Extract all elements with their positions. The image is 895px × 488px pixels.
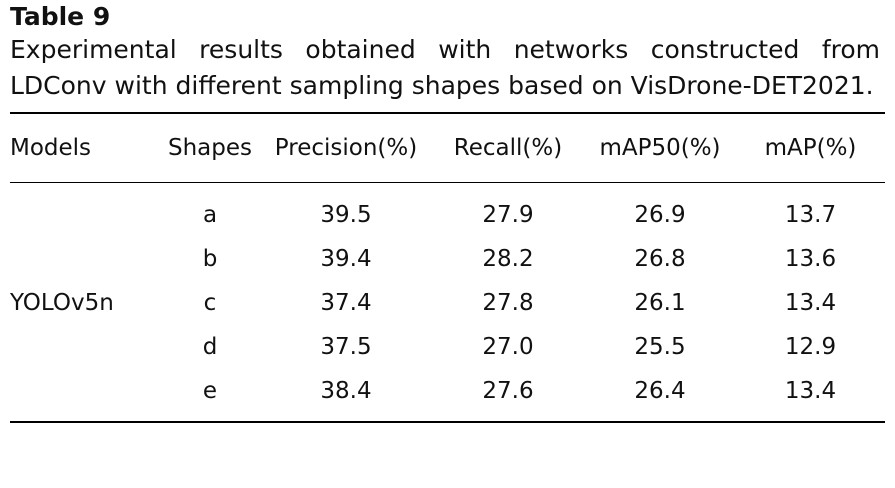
- table-row: e 38.4 27.6 26.4 13.4: [10, 369, 885, 421]
- precision-cell: 37.4: [320, 290, 372, 316]
- table-row: YOLOv5n a 39.5 27.9 26.9 13.7: [10, 183, 885, 316]
- table-row: c 37.4 27.8 26.1 13.4: [10, 281, 885, 325]
- map50-cell: 26.8: [634, 246, 686, 272]
- map50-cell: 26.1: [634, 290, 686, 316]
- shape-cell: a: [202, 202, 218, 228]
- precision-cell: 38.4: [320, 378, 372, 404]
- bottom-rule: [10, 421, 885, 423]
- shape-cell: e: [202, 378, 218, 404]
- map-cell: 13.4: [784, 290, 837, 316]
- recall-cell: 27.8: [482, 290, 534, 316]
- map-cell: 13.4: [784, 378, 837, 404]
- shape-cell: b: [202, 246, 218, 272]
- shape-cell: d: [202, 334, 218, 360]
- map50-cell: 26.4: [634, 378, 686, 404]
- header-shapes: Shapes: [167, 135, 252, 161]
- table-row: b 39.4 28.2 26.8 13.6: [10, 237, 885, 281]
- table-row: d 37.5 27.0 25.5 12.9: [10, 325, 885, 369]
- precision-cell: 39.5: [320, 202, 372, 228]
- shape-cell: c: [203, 290, 217, 316]
- recall-cell: 27.9: [482, 202, 534, 228]
- top-rule: [10, 112, 885, 114]
- results-table-body: YOLOv5n a 39.5 27.9 26.9 13.7 b 39.4 28.…: [10, 183, 885, 421]
- map-cell: 12.9: [784, 334, 837, 360]
- recall-cell: 28.2: [482, 246, 534, 272]
- results-table: Models Shapes Precision(%) Recall(%) mAP…: [10, 114, 885, 182]
- table-label: Table 9: [10, 2, 111, 31]
- header-recall: Recall(%): [453, 135, 563, 161]
- header-models: Models: [10, 135, 92, 161]
- map-cell: 13.7: [784, 202, 837, 228]
- map50-cell: 25.5: [634, 334, 686, 360]
- table-caption: Experimental results obtained with netwo…: [10, 35, 880, 100]
- precision-cell: 39.4: [320, 246, 372, 272]
- model-group-cell: YOLOv5n: [10, 290, 114, 316]
- header-row: Models Shapes Precision(%) Recall(%) mAP…: [10, 114, 885, 182]
- map50-cell: 26.9: [634, 202, 686, 228]
- header-map: mAP(%): [764, 135, 857, 161]
- precision-cell: 37.5: [320, 334, 372, 360]
- header-precision: Precision(%): [274, 135, 418, 161]
- recall-cell: 27.6: [482, 378, 534, 404]
- recall-cell: 27.0: [482, 334, 534, 360]
- header-map50: mAP50(%): [599, 135, 721, 161]
- map-cell: 13.6: [784, 246, 837, 272]
- header-rule: [10, 182, 885, 183]
